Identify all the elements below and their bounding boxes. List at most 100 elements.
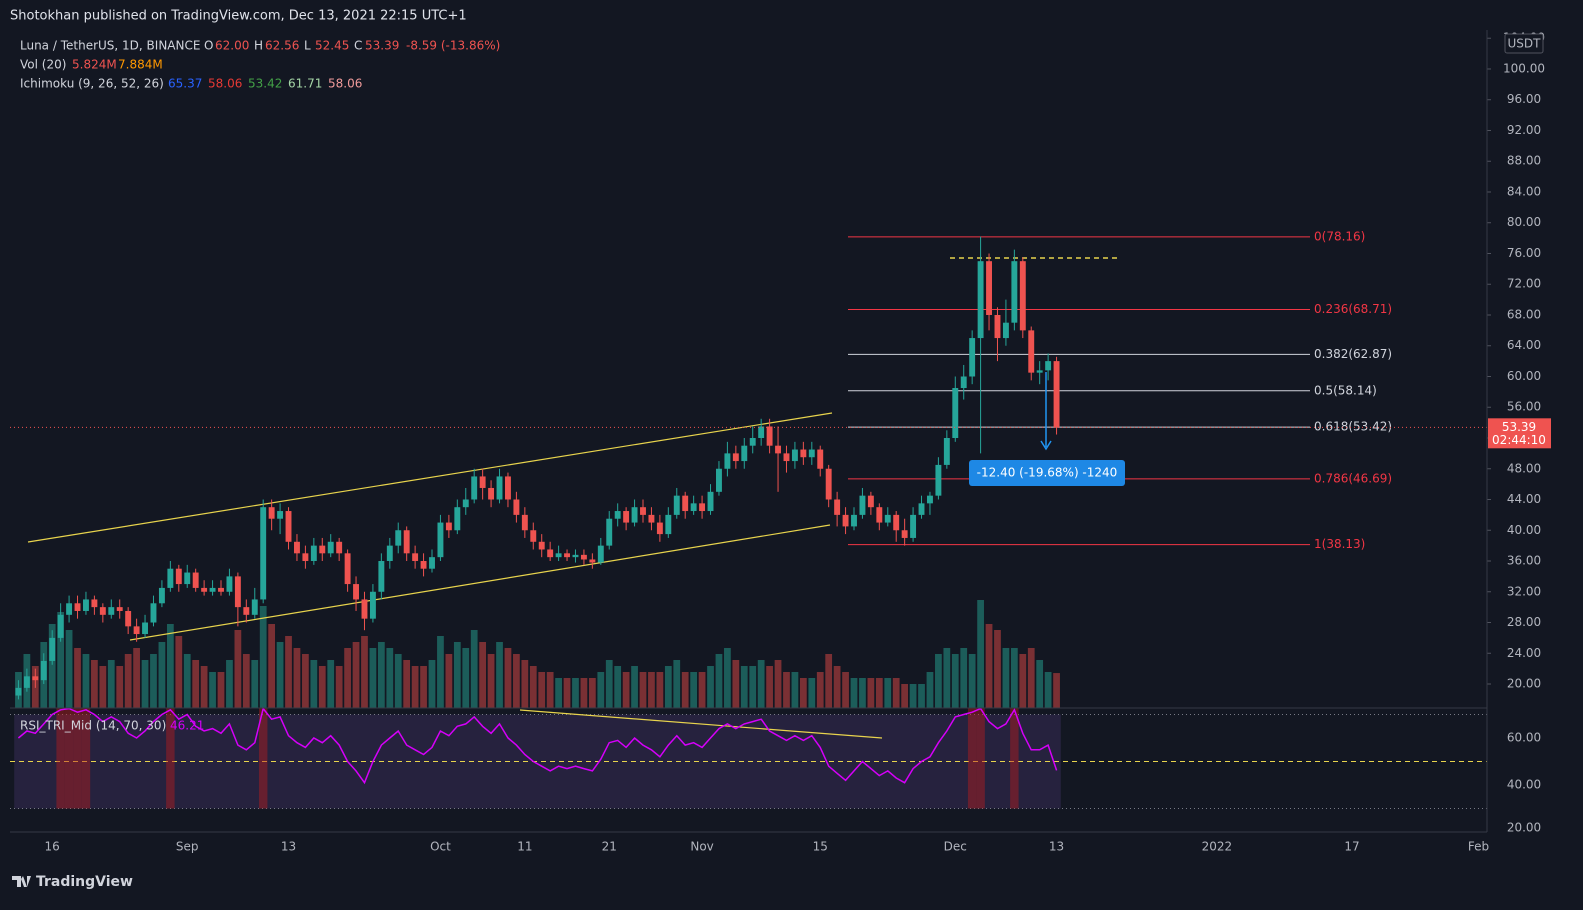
rsi-legend-value: 46.21 xyxy=(170,719,204,733)
volume-bar xyxy=(453,642,461,708)
rsi-overbought xyxy=(81,708,91,809)
candle-body xyxy=(800,449,807,458)
candle-body xyxy=(445,522,452,531)
volume-bar xyxy=(513,654,520,708)
x-tick-label: 11 xyxy=(517,840,532,854)
candle-body xyxy=(66,603,73,615)
y-tick-label: 72.00 xyxy=(1507,277,1541,291)
volume-bar xyxy=(74,648,81,708)
x-tick-label: 17 xyxy=(1344,840,1359,854)
fib-label: 0.5(58.14) xyxy=(1314,383,1377,397)
candle-body xyxy=(488,487,495,500)
candle-body xyxy=(125,610,132,627)
rsi-divergence xyxy=(519,709,883,739)
volume-bar xyxy=(867,678,875,708)
candle-body xyxy=(597,545,604,563)
candle-body xyxy=(192,572,199,588)
ichimoku-value: 58.06 xyxy=(208,77,242,91)
measure-box xyxy=(969,460,1125,486)
candle-body xyxy=(167,568,174,588)
unit-label: USDT xyxy=(1508,37,1542,51)
candle-body xyxy=(23,676,30,688)
rsi-tick-label: 60.00 xyxy=(1507,731,1541,745)
ohlc-value: 62.56 xyxy=(265,39,299,53)
volume-bar xyxy=(732,660,740,708)
logo xyxy=(12,876,31,887)
volume-bar xyxy=(293,648,301,708)
rsi-tick-label: 40.00 xyxy=(1507,778,1541,792)
fib-label: 0.382(62.87) xyxy=(1314,347,1392,361)
x-tick-label: 15 xyxy=(813,840,828,854)
footer-brand: TradingView xyxy=(36,874,133,890)
volume-value: 5.824M xyxy=(72,58,117,72)
volume-bar xyxy=(82,654,90,708)
volume-bar xyxy=(124,654,132,708)
volume-bar xyxy=(158,642,166,708)
candle-body xyxy=(361,599,368,619)
volume-bar xyxy=(985,624,993,708)
volume-bar xyxy=(302,654,309,708)
candle-body xyxy=(910,514,917,538)
volume-bar xyxy=(529,666,537,708)
ohlc-legend: O 62.00 H 62.56 L 52.45 C 53.39 -8.59 (-13.86%) xyxy=(204,39,500,53)
volume-bar xyxy=(1027,648,1035,708)
volume-bar xyxy=(926,672,934,708)
volume-bar xyxy=(226,660,233,708)
candle-body xyxy=(15,687,22,696)
volume-bar xyxy=(251,660,259,708)
x-tick-label: Dec xyxy=(944,840,967,854)
rsi-overbought xyxy=(64,708,74,809)
volume-bar xyxy=(133,648,140,708)
volume-bar xyxy=(369,648,377,708)
volume-bar xyxy=(209,672,216,708)
volume-bar xyxy=(521,660,529,708)
y-tick-label: 28.00 xyxy=(1507,615,1541,629)
candle-body xyxy=(32,676,39,681)
volume-bar xyxy=(116,666,124,708)
volume-bar xyxy=(799,678,807,708)
volume-bar xyxy=(318,666,326,708)
volume-bar xyxy=(656,672,664,708)
y-tick-label: 88.00 xyxy=(1507,154,1541,168)
volume-layer xyxy=(15,600,1060,708)
volume-bar xyxy=(310,660,318,708)
rsi-background xyxy=(10,708,1487,810)
volume-bar xyxy=(420,666,427,708)
candle-body xyxy=(496,476,503,500)
candle-body xyxy=(49,637,56,661)
volume-bar xyxy=(968,654,976,708)
candle-body xyxy=(656,522,663,535)
volume-bar xyxy=(884,678,892,708)
volume-bar xyxy=(1010,648,1018,708)
volume-ma-value: 7.884M xyxy=(118,58,163,72)
candle-body xyxy=(749,437,756,446)
candle-body xyxy=(91,599,98,608)
candle-body xyxy=(994,314,1001,339)
candle-body xyxy=(631,507,638,523)
candle-body xyxy=(479,476,486,488)
candle-body xyxy=(319,545,326,554)
volume-bar xyxy=(344,648,351,708)
volume-bar xyxy=(909,684,917,708)
volume-bar xyxy=(901,684,909,708)
candle-body xyxy=(555,553,562,558)
rsi-overbought xyxy=(1010,708,1019,809)
candle-body xyxy=(977,261,984,339)
candle-body xyxy=(1019,261,1026,331)
candle-body xyxy=(412,553,419,562)
candle-body xyxy=(842,514,849,527)
volume-bar xyxy=(327,660,335,708)
candle-body xyxy=(859,495,866,515)
candle-body xyxy=(530,530,537,542)
ohlc-key: L xyxy=(304,39,311,53)
candle-body xyxy=(1045,361,1052,371)
volume-bar xyxy=(614,666,622,708)
volume-bar xyxy=(639,672,647,708)
y-tick-label: 64.00 xyxy=(1507,338,1541,352)
volume-bar xyxy=(276,642,284,708)
candle-body xyxy=(547,549,554,558)
y-tick-label: 96.00 xyxy=(1507,92,1541,106)
candle-body xyxy=(606,518,613,546)
candle-body xyxy=(260,507,267,600)
volume-bar xyxy=(816,672,824,708)
